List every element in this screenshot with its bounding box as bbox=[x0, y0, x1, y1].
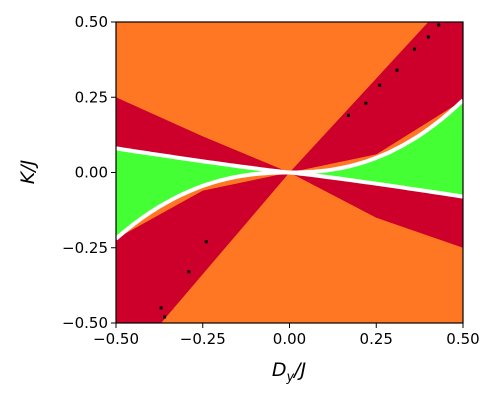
y-tick-label: 0.25 bbox=[75, 88, 108, 106]
red-region-1 bbox=[289, 22, 463, 173]
x-tick-label: 0.50 bbox=[446, 330, 479, 348]
x-tick-label: −0.25 bbox=[180, 330, 226, 348]
x-axis: −0.50 −0.25 0.00 0.25 0.50 bbox=[93, 323, 480, 348]
x-axis-label-subscript: y bbox=[285, 370, 294, 385]
black-speck bbox=[412, 47, 416, 51]
black-speck bbox=[187, 270, 191, 274]
y-tick-label: −0.50 bbox=[62, 314, 108, 332]
black-speck bbox=[437, 23, 441, 27]
black-speck bbox=[364, 101, 368, 105]
green-region-right bbox=[289, 100, 463, 197]
red-region-4 bbox=[116, 172, 290, 323]
x-axis-label: Dy/J bbox=[272, 359, 307, 385]
y-axis-label: K/J bbox=[17, 159, 39, 184]
black-speck bbox=[163, 315, 167, 319]
x-tick-label: −0.50 bbox=[93, 330, 139, 348]
black-speck bbox=[204, 240, 208, 244]
green-region-left bbox=[116, 148, 290, 239]
black-speck bbox=[395, 68, 399, 72]
black-speck bbox=[426, 35, 430, 39]
x-tick-label: 0.00 bbox=[273, 330, 306, 348]
y-axis: −0.50 −0.25 0.00 0.25 0.50 bbox=[62, 13, 116, 332]
x-tick-label: 0.25 bbox=[360, 330, 393, 348]
black-speck bbox=[378, 83, 382, 87]
black-speck bbox=[159, 306, 163, 310]
boundary-curve-lower bbox=[114, 170, 464, 241]
x-axis-label-main: D bbox=[272, 359, 287, 381]
y-tick-label: −0.25 bbox=[62, 239, 108, 257]
plot-area bbox=[114, 22, 465, 323]
x-axis-label-tail: /J bbox=[292, 359, 306, 381]
y-tick-label: 0.50 bbox=[75, 13, 108, 31]
y-tick-label: 0.00 bbox=[75, 164, 108, 182]
black-speck bbox=[346, 113, 350, 117]
